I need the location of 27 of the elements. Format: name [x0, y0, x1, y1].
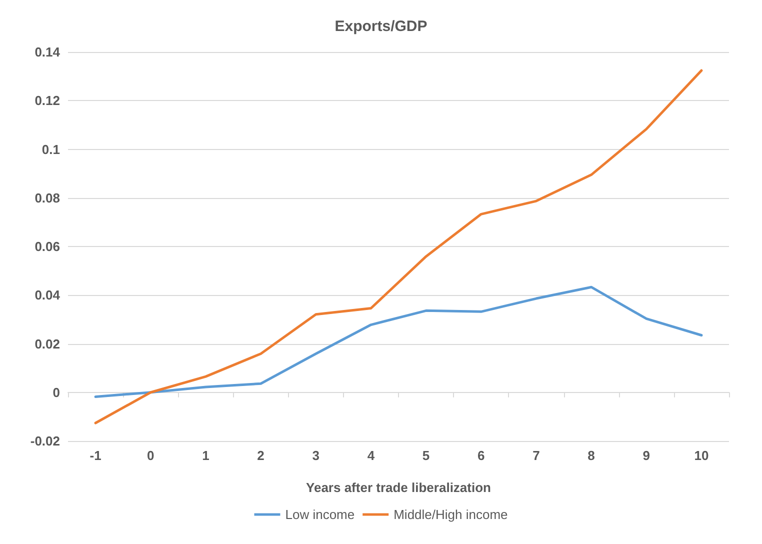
x-tick-label: 4	[367, 448, 376, 463]
x-tick-label: 2	[257, 448, 264, 463]
y-tick-label: 0.04	[34, 288, 61, 303]
x-axis-title: Years after trade liberalization	[306, 480, 492, 495]
x-tick-label: 1	[202, 448, 210, 463]
chart-title: Exports/GDP	[334, 18, 428, 35]
x-tick-label: 8	[588, 448, 595, 463]
y-tick-label: 0.06	[34, 239, 60, 254]
x-tick-label: 0	[147, 448, 154, 463]
x-tick-label: 3	[312, 448, 320, 463]
y-tick-label: 0.08	[34, 190, 60, 206]
x-tick-label: 10	[694, 448, 709, 463]
line-series	[94, 286, 703, 398]
x-tick-label: -1	[90, 448, 102, 463]
x-tick-label: 7	[532, 448, 540, 463]
y-tick-label: 0.1	[42, 142, 60, 157]
x-tick-label: 9	[642, 448, 650, 463]
y-tick-label: 0	[52, 384, 60, 400]
x-tick-label: 5	[422, 448, 430, 463]
y-tick-label: 0.14	[34, 44, 61, 60]
x-tick-label: 6	[478, 448, 485, 463]
y-tick-label: 0.02	[34, 336, 60, 352]
legend-label: Middle/High income	[394, 507, 508, 522]
line-series	[94, 69, 703, 424]
legend-label: Low income	[285, 507, 355, 522]
y-tick-label: -0.02	[30, 434, 60, 448]
y-tick-label: 0.12	[34, 93, 60, 108]
